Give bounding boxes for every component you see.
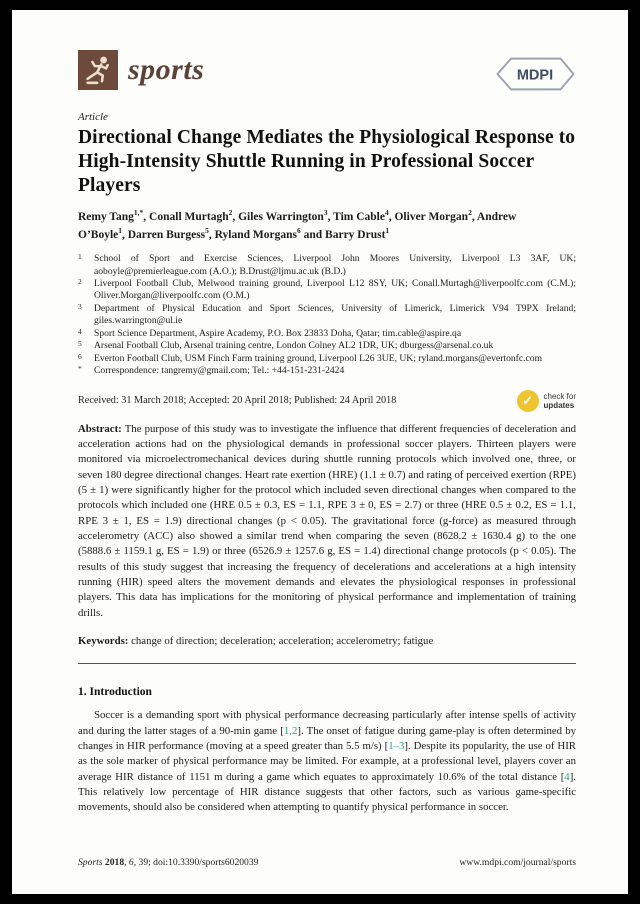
author-affiliation-sup: 2 [228, 208, 233, 218]
affiliation-marker: 6 [78, 351, 82, 361]
author-name: and Barry Drust [300, 228, 386, 241]
author-affiliation-sup: 6 [297, 225, 301, 235]
keywords-label: Keywords: [78, 634, 129, 647]
author-name: , Ryland Morgans [208, 228, 297, 241]
keywords-text: change of direction; deceleration; accel… [128, 634, 434, 647]
affiliation-text: School of Sport and Exercise Sciences, L… [94, 253, 576, 277]
affiliation-item: 3 Department of Physical Education and S… [78, 301, 576, 328]
author-affiliation-sup: 5 [205, 225, 209, 235]
affiliation-marker: 1 [78, 252, 82, 262]
journal-name: sports [128, 53, 205, 86]
affiliation-item: 4 Sport Science Department, Aspire Acade… [78, 326, 576, 340]
affiliation-marker: 2 [78, 276, 82, 286]
affiliation-marker: 3 [78, 301, 82, 311]
paper-page: sports MDPI Article Directional Change M… [12, 10, 628, 894]
author-affiliation-sup: 1 [385, 225, 390, 235]
citation-info: Sports 2018, 6, 39; doi:10.3390/sports60… [78, 857, 258, 868]
mdpi-logo: MDPI [494, 56, 576, 97]
affiliation-text: Everton Football Club, USM Finch Farm tr… [94, 352, 543, 364]
author-affiliation-sup: 3 [323, 208, 328, 218]
keywords-paragraph: Keywords: change of direction; decelerat… [78, 634, 576, 649]
footer-doi: , 39; doi:10.3390/sports6020039 [133, 857, 259, 868]
sports-journal-logo: sports [78, 50, 204, 90]
affiliation-item: 2 Liverpool Football Club, Melwood train… [78, 276, 576, 303]
received-accepted-published: Received: 31 March 2018; Accepted: 20 Ap… [78, 395, 397, 407]
affiliation-item: 1 School of Sport and Exercise Sciences,… [78, 252, 576, 278]
affiliation-text: Arsenal Football Club, Arsenal training … [94, 340, 494, 352]
author-name: Remy Tang [78, 211, 134, 224]
abstract-text: The purpose of this study was to investi… [78, 422, 576, 619]
abstract-paragraph: Abstract: The purpose of this study was … [78, 422, 576, 621]
section-divider [78, 663, 576, 665]
page-title: Directional Change Mediates the Physiolo… [78, 127, 576, 196]
affiliation-list: 1 School of Sport and Exercise Sciences,… [78, 252, 576, 378]
author-name: , Andrew O’Boyle [78, 211, 517, 241]
footer-volume: , 6 [124, 857, 134, 868]
introduction-paragraph: Soccer is a demanding sport with physica… [78, 708, 576, 815]
correspondence-item: * Correspondence: tangremy@gmail.com; Te… [78, 364, 576, 377]
author-name: , Giles Warrington [232, 211, 324, 224]
author-name: , Oliver Morgan [388, 211, 469, 224]
author-affiliation-sup: 4 [384, 208, 389, 218]
check-icon: ✓ [516, 389, 539, 412]
author-affiliation-sup: 2 [468, 208, 472, 218]
citation-link[interactable]: 1–3 [388, 739, 405, 752]
dates-row: Received: 31 March 2018; Accepted: 20 Ap… [78, 389, 576, 412]
page-footer: Sports 2018, 6, 39; doi:10.3390/sports60… [78, 857, 576, 868]
author-list: Remy Tang1,*, Conall Murtagh2, Giles War… [78, 208, 548, 243]
runner-icon [78, 50, 118, 90]
affiliation-item: 6 Everton Football Club, USM Finch Farm … [78, 351, 576, 365]
introduction-heading: 1. Introduction [78, 686, 152, 699]
check-for-updates-button[interactable]: ✓ check for updates [516, 389, 576, 412]
intro-text: ]. Despite its popularity, the use of HI… [78, 739, 576, 783]
badge-line2: updates [543, 400, 575, 410]
author-name: , Darren Burgess [122, 228, 206, 241]
check-for-updates-label: check for updates [544, 392, 576, 410]
journal-header: sports MDPI [78, 50, 576, 97]
footer-year: 2018 [102, 857, 125, 868]
affiliation-text: Sport Science Department, Aspire Academy… [94, 327, 462, 339]
badge-line1: check for [543, 391, 576, 401]
mdpi-wordmark: MDPI [517, 68, 553, 84]
affiliation-text: Department of Physical Education and Spo… [94, 302, 576, 327]
article-type-label: Article [78, 111, 108, 123]
intro-text: Soccer is a demanding sport with physica… [78, 709, 576, 737]
author-affiliation-sup: 1,* [133, 208, 144, 218]
correspondence-text: Correspondence: tangremy@gmail.com; Tel.… [94, 365, 345, 377]
affiliation-marker: 4 [78, 326, 82, 336]
intro-text: ]. This relatively low percentage of HIR… [78, 770, 576, 814]
citation-link[interactable]: 1,2 [283, 724, 298, 737]
intro-text: ]. The onset of fatigue during game-play… [78, 724, 576, 752]
affiliation-text: Liverpool Football Club, Melwood trainin… [94, 277, 576, 302]
affiliation-item: 5 Arsenal Football Club, Arsenal trainin… [78, 339, 576, 352]
footer-journal-name: Sports [78, 857, 103, 868]
correspondence-marker: * [78, 364, 82, 374]
affiliation-marker: 5 [78, 339, 82, 349]
author-name: , Conall Murtagh [143, 211, 229, 224]
journal-url-link[interactable]: www.mdpi.com/journal/sports [459, 857, 576, 868]
citation-link[interactable]: 4 [564, 770, 570, 783]
abstract-label: Abstract: [78, 422, 122, 435]
author-affiliation-sup: 1 [118, 225, 122, 235]
author-name: , Tim Cable [327, 211, 385, 224]
